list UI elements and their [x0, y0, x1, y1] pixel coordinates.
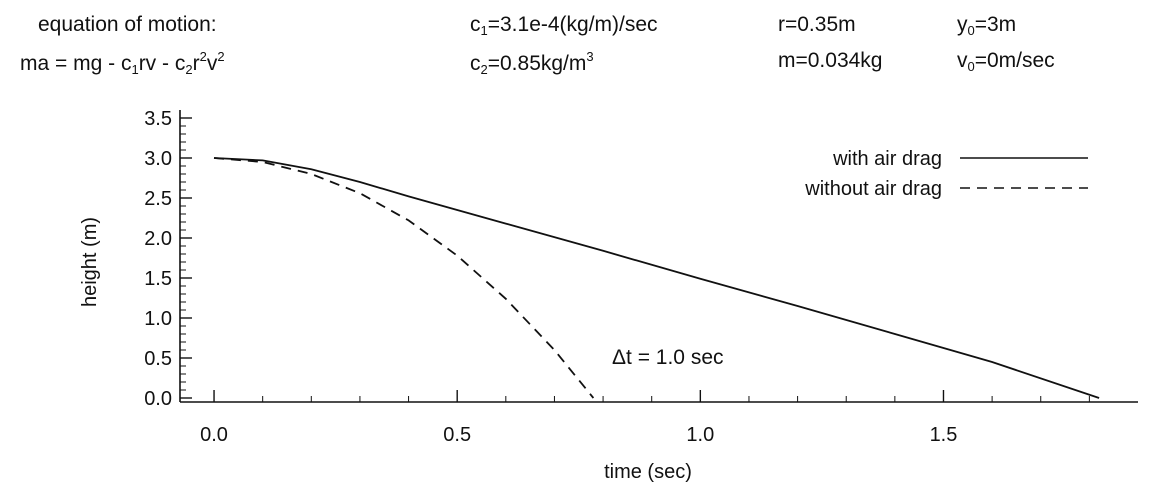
x-tick-label: 0.5 [443, 424, 471, 446]
y-tick-label: 2.5 [144, 188, 172, 210]
y-tick-label: 2.0 [144, 228, 172, 250]
y-tick-label: 0.5 [144, 348, 172, 370]
param-r: r=0.35m [778, 13, 856, 36]
x-axis-label: time (sec) [604, 461, 692, 483]
legend-label: with air drag [832, 148, 942, 170]
chart-series [213, 157, 1100, 399]
series-line [213, 157, 595, 399]
y-tick-label: 1.0 [144, 308, 172, 330]
chart-ticks: 0.0 0.5 1.0 1.5 2.0 2.5 3.0 3.5 0.0 0.5 1.0 1.5 [144, 108, 1090, 446]
param-c2: c2=0.85kg/m3 [470, 49, 594, 77]
x-tick-label: 1.5 [930, 424, 958, 446]
equation-title: equation of motion: [38, 13, 217, 36]
param-v0: v0=0m/sec [957, 49, 1055, 74]
equation-of-motion: ma = mg - c1rv - c2r2v2 [20, 49, 225, 77]
chart-legend: with air drag without air drag [804, 148, 1088, 200]
x-tick-label: 0.0 [200, 424, 228, 446]
x-tick-label: 1.0 [686, 424, 714, 446]
param-y0: y0=3m [957, 13, 1017, 38]
legend-label: without air drag [804, 178, 942, 200]
param-m: m=0.034kg [778, 49, 883, 72]
series-line [213, 157, 1100, 399]
y-tick-label: 3.0 [144, 148, 172, 170]
delta-t-annotation: Δt = 1.0 sec [612, 346, 724, 369]
y-tick-label: 0.0 [144, 388, 172, 410]
y-tick-label: 3.5 [144, 108, 172, 130]
y-tick-label: 1.5 [144, 268, 172, 290]
param-c1: c1=3.1e-4(kg/m)/sec [470, 13, 658, 38]
y-axis-label: height (m) [79, 217, 101, 307]
